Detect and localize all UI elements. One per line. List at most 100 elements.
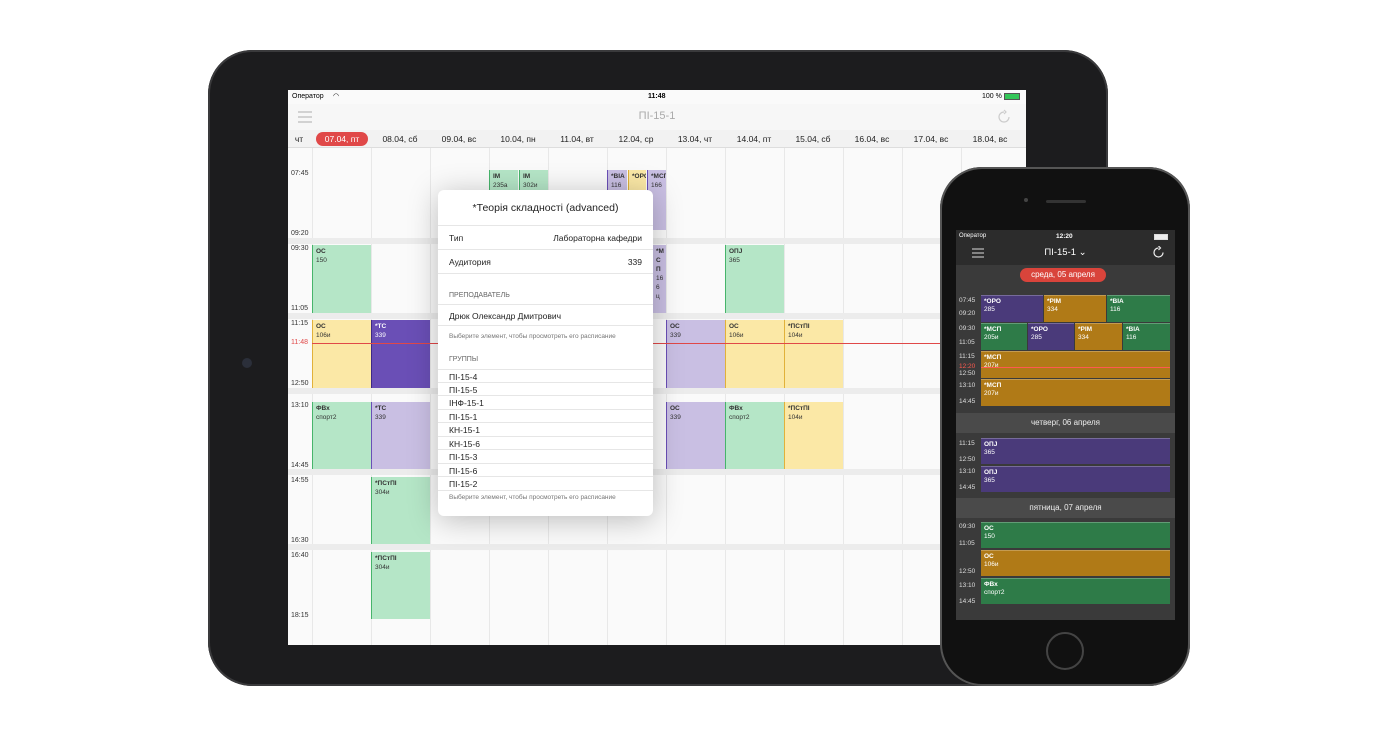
day-header[interactable]: 09.04, вс bbox=[441, 134, 477, 144]
event-block[interactable]: *ВІА 116 bbox=[1123, 323, 1170, 350]
time-label: 12:50 bbox=[291, 380, 309, 387]
event-block[interactable]: ОС 339 bbox=[666, 402, 725, 469]
time-label: 09:30 bbox=[959, 325, 976, 332]
event-block[interactable]: ОС 150 bbox=[981, 522, 1170, 548]
day-header[interactable]: 11.04, вт bbox=[560, 134, 594, 144]
event-block[interactable]: ОС 339 bbox=[666, 320, 725, 388]
event-block[interactable]: *ПСтПІ 304и bbox=[371, 552, 430, 619]
event-block[interactable]: *МСП 207и bbox=[981, 379, 1170, 406]
schedule-title[interactable]: ПІ-15-1 ⌄ bbox=[1044, 247, 1087, 258]
day-header[interactable]: 18.04, вс bbox=[972, 134, 1008, 144]
menu-icon[interactable] bbox=[972, 248, 984, 258]
time-label: 11:15 bbox=[959, 440, 975, 447]
day-section-header: пятница, 07 апреля bbox=[956, 498, 1175, 518]
refresh-icon[interactable] bbox=[996, 109, 1012, 125]
status-bar: Оператор ◠ 11:48 100 % bbox=[288, 90, 1026, 104]
time-label: 09:30 bbox=[959, 523, 976, 530]
time-label: 07:45 bbox=[291, 170, 309, 177]
day-header[interactable]: 13.04, чт bbox=[677, 134, 713, 144]
grid-line bbox=[430, 148, 431, 645]
event-block[interactable]: ОПЈ 365 bbox=[981, 438, 1170, 464]
group-row[interactable]: ПІ-15-2 bbox=[438, 477, 653, 491]
iphone-screen: Оператор 12:20 ПІ-15-1 ⌄ среда, 05 апрел… bbox=[956, 230, 1175, 620]
event-block[interactable]: *ВІА 116 bbox=[1107, 295, 1170, 322]
event-block[interactable]: *ПСтПІ 104и bbox=[784, 320, 843, 388]
selected-day-label[interactable]: среда, 05 апреля bbox=[1020, 268, 1106, 282]
popover-title: *Теорія складності (advanced) bbox=[438, 190, 653, 226]
event-block[interactable]: *ОРО 285 bbox=[1028, 323, 1074, 350]
break-band bbox=[288, 238, 1026, 244]
time-label: 12:50 bbox=[959, 370, 976, 377]
event-details-popover: *Теорія складності (advanced) Тип Лабора… bbox=[438, 190, 653, 516]
break-band bbox=[288, 313, 1026, 319]
groups-header: ГРУППЫ bbox=[449, 356, 479, 363]
home-button[interactable] bbox=[1046, 632, 1084, 670]
time-label: 11:05 bbox=[959, 540, 975, 547]
camera-dot bbox=[242, 358, 252, 368]
group-row[interactable]: ПІ-15-3 bbox=[438, 450, 653, 464]
time-label: 14:45 bbox=[291, 462, 309, 469]
event-block[interactable]: *РІМ 334 bbox=[1044, 295, 1106, 322]
event-block[interactable]: ФВх спорт2 bbox=[725, 402, 784, 469]
group-row[interactable]: ПІ-15-6 bbox=[438, 464, 653, 477]
day-header[interactable]: 17.04, вс bbox=[913, 134, 949, 144]
event-block[interactable]: *ПСтПІ 304и bbox=[371, 477, 430, 544]
day-header[interactable]: 12.04, ср bbox=[618, 134, 654, 144]
break-band bbox=[288, 544, 1026, 550]
event-block[interactable]: ОС 106и bbox=[725, 320, 784, 388]
event-block[interactable]: *ПСтПІ 104и bbox=[784, 402, 843, 469]
room-label: Аудитория bbox=[449, 257, 491, 267]
time-label: 13:10 bbox=[959, 382, 976, 389]
day-header[interactable]: чт bbox=[294, 134, 304, 144]
menu-icon[interactable] bbox=[298, 111, 312, 123]
event-block-selected[interactable]: *ТС 339 bbox=[371, 320, 430, 388]
grid-line bbox=[902, 148, 903, 645]
day-header-selected[interactable]: 07.04, пт bbox=[316, 132, 368, 146]
group-row[interactable]: ПІ-15-1 bbox=[438, 410, 653, 423]
group-row[interactable]: ПІ-15-4 bbox=[438, 369, 653, 383]
teacher-row[interactable]: Дрюк Олександр Дмитрович bbox=[438, 304, 653, 326]
event-block[interactable]: *ТС 339 bbox=[371, 402, 430, 469]
grid-line bbox=[371, 148, 372, 645]
group-row[interactable]: ІНФ-15-1 bbox=[438, 396, 653, 410]
grid-line bbox=[784, 148, 785, 645]
speaker-grille bbox=[1046, 200, 1086, 203]
day-header[interactable]: 14.04, пт bbox=[736, 134, 772, 144]
type-row: Тип Лабораторна кафедри bbox=[438, 226, 653, 250]
break-band bbox=[288, 388, 1026, 394]
room-row[interactable]: Аудитория 339 bbox=[438, 250, 653, 274]
event-block[interactable]: *РІМ 334 bbox=[1075, 323, 1122, 350]
day-header[interactable]: 15.04, сб bbox=[795, 134, 831, 144]
iphone-frame: Оператор 12:20 ПІ-15-1 ⌄ среда, 05 апрел… bbox=[940, 167, 1190, 686]
event-block[interactable]: ОПЈ 365 bbox=[725, 245, 784, 313]
time-label: 11:05 bbox=[291, 305, 308, 312]
nav-bar: ПІ-15-1 bbox=[288, 104, 1026, 130]
day-header[interactable]: 10.04, пн bbox=[500, 134, 536, 144]
event-block[interactable]: *М С П 16 6 ц bbox=[652, 245, 666, 313]
event-block[interactable]: *МСП 207и bbox=[981, 351, 1170, 378]
time-label: 14:45 bbox=[959, 598, 976, 605]
event-block[interactable]: ФВх спорт2 bbox=[981, 578, 1170, 604]
event-block[interactable]: ОС 106и bbox=[981, 550, 1170, 576]
event-block[interactable]: ОПЈ 365 bbox=[981, 466, 1170, 492]
event-block[interactable]: ФВх спорт2 bbox=[312, 402, 371, 469]
group-row[interactable]: КН-15-1 bbox=[438, 423, 653, 437]
time-label: 11:15 bbox=[291, 320, 308, 327]
time-label: 09:20 bbox=[959, 310, 976, 317]
time-label: 18:15 bbox=[291, 612, 309, 619]
grid-line bbox=[312, 148, 313, 645]
event-block[interactable]: ОС 106и bbox=[312, 320, 371, 388]
time-label: 09:20 bbox=[291, 230, 309, 237]
day-header[interactable]: 16.04, вс bbox=[854, 134, 890, 144]
event-block[interactable]: ОС 150 bbox=[312, 245, 371, 313]
event-block[interactable]: *ОРО 285 bbox=[981, 295, 1043, 322]
battery-icon bbox=[1004, 93, 1020, 100]
day-header[interactable]: 08.04, сб bbox=[382, 134, 418, 144]
event-block[interactable]: *МСП 205и bbox=[981, 323, 1027, 350]
ipad-screen: Оператор ◠ 11:48 100 % ПІ-15-1 чт 07.04,… bbox=[288, 90, 1026, 645]
group-row[interactable]: ПІ-15-5 bbox=[438, 383, 653, 396]
refresh-icon[interactable] bbox=[1152, 246, 1165, 259]
schedule-title[interactable]: ПІ-15-1 bbox=[638, 110, 676, 122]
time-label: 14:45 bbox=[959, 484, 976, 491]
group-row[interactable]: КН-15-6 bbox=[438, 437, 653, 450]
